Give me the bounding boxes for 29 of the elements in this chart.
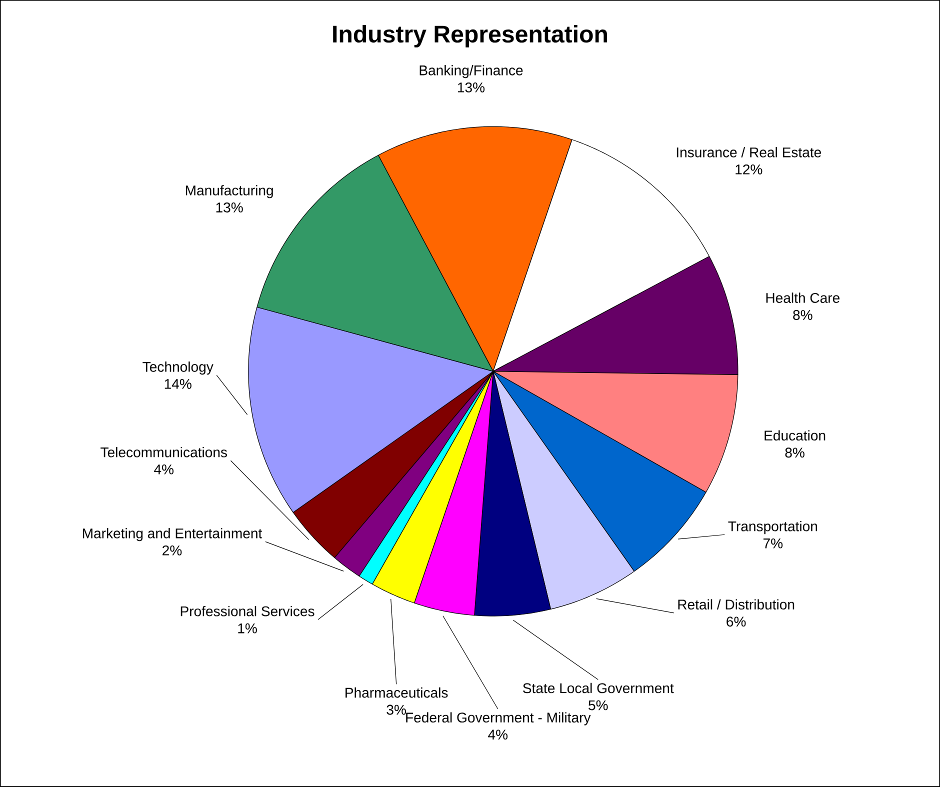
data-label: 14%	[164, 379, 192, 389]
slice-label: State Local Government	[523, 682, 674, 694]
data-label: 4%	[154, 464, 174, 474]
data-label: 3%	[386, 704, 406, 715]
slice-label: Banking/Finance	[420, 65, 523, 78]
data-label: 13%	[458, 82, 485, 92]
slice-label: Manufacturing	[186, 185, 273, 198]
data-label: 1%	[238, 623, 257, 634]
slice-label: Pharmaceuticals	[346, 687, 448, 698]
data-label: 12%	[736, 164, 762, 174]
slice-label: Telecommunications	[100, 447, 227, 458]
slice-label: Federal Government - Military	[406, 712, 591, 726]
slice-label: Technology	[142, 362, 214, 375]
slice-label: Retail / Distribution	[678, 599, 794, 610]
data-label: 7%	[763, 538, 783, 548]
slice-label: Insurance / Real Estate	[676, 147, 822, 158]
chart-title: Industry Representation	[333, 25, 607, 48]
slice-label: Education	[764, 430, 826, 441]
slice-label: Professional Services	[180, 606, 314, 616]
data-label: 6%	[726, 616, 746, 627]
data-label: 13%	[216, 202, 243, 212]
slice-label: Health Care	[766, 292, 840, 303]
slice-label: Transportation	[728, 521, 818, 534]
data-label: 2%	[162, 546, 182, 556]
data-label: 8%	[793, 310, 812, 320]
data-label: 5%	[588, 700, 608, 710]
data-label: 8%	[785, 448, 804, 458]
slice-label: Marketing and Entertainment	[82, 528, 262, 542]
data-label: 4%	[488, 730, 508, 740]
